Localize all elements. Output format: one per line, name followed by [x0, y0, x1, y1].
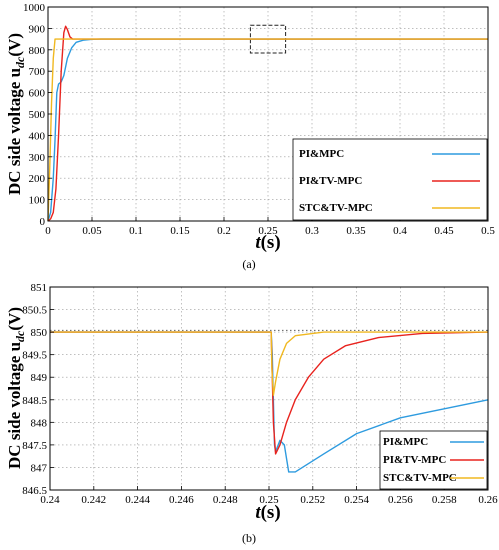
x-tick-label-a: 0.35 — [346, 225, 366, 237]
y-tick-label-a: 500 — [29, 109, 46, 121]
y-ticks-b: 846.5 847 847.5 848 848.5 849 849.5 850 850.5 851 — [22, 282, 54, 497]
x-tick-label-b: 0.254 — [344, 494, 369, 506]
y-tick-label-a: 400 — [29, 130, 46, 142]
y-axis-label-b-main: DC side voltage u — [5, 342, 24, 469]
y-tick-label-b: 847 — [31, 462, 48, 474]
y-axis-label-a-unit: (V) — [5, 33, 24, 57]
x-tick-label-a: 0.4 — [393, 225, 407, 237]
panel-b: 0.24 0.242 0.244 0.246 0.248 0.25 0.252 0.254 0.… — [5, 282, 498, 545]
x-tick-label-b: 0.248 — [213, 494, 238, 506]
x-axis-label-a: t(s) — [255, 232, 280, 253]
y-axis-label-b: DC side voltage udc(V) — [5, 307, 27, 469]
x-tick-label-b: 0.26 — [478, 494, 498, 506]
x-tick-label-b: 0.242 — [81, 494, 106, 506]
x-tick-label-b: 0.24 — [40, 494, 60, 506]
legend-label-a-2: STC&TV-MPC — [299, 202, 373, 214]
x-tick-label-b: 0.252 — [300, 494, 325, 506]
y-tick-label-a: 300 — [29, 152, 46, 164]
legend-label-b-0: PI&MPC — [383, 436, 428, 448]
x-tick-label-b: 0.256 — [388, 494, 413, 506]
x-tick-label-a: 0.15 — [170, 225, 190, 237]
y-axis-label-a-sub: dc — [13, 56, 27, 68]
y-tick-label-b: 849.5 — [22, 350, 47, 362]
series-line-a-2 — [47, 38, 488, 222]
x-tick-label-a: 0.5 — [481, 225, 495, 237]
legend-label-a-1: PI&TV-MPC — [299, 175, 362, 187]
y-tick-label-a: 0 — [40, 216, 46, 228]
x-tick-label-b: 0.244 — [125, 494, 150, 506]
x-tick-label-a: 0.05 — [82, 225, 102, 237]
x-tick-label-a: 0.3 — [305, 225, 319, 237]
y-tick-label-a: 700 — [29, 66, 46, 78]
y-tick-label-b: 850.5 — [22, 305, 47, 317]
x-tick-label-b: 0.25 — [259, 494, 279, 506]
panel-a: 0 0.05 0.1 0.15 0.2 0.25 0.3 0.35 0.4 0.45 0.5 0 10… — [5, 2, 495, 271]
x-tick-label-b: 0.246 — [169, 494, 194, 506]
x-axis-label-a-var: t — [255, 232, 261, 253]
series-lines-b — [50, 331, 489, 473]
x-axis-label-a-unit: (s) — [261, 232, 281, 253]
y-ticks-a: 0 100 200 300 400 500 600 700 800 900 1000 — [23, 2, 52, 228]
series-lines-a — [47, 25, 488, 222]
legend-label-a-0: PI&MPC — [299, 148, 344, 160]
caption-b: (b) — [242, 531, 256, 545]
y-tick-label-b: 850 — [31, 327, 48, 339]
y-tick-label-b: 851 — [31, 282, 48, 294]
x-tick-label-a: 0.25 — [258, 225, 278, 237]
y-tick-label-a: 1000 — [23, 2, 46, 14]
y-axis-label-a: DC side voltage udc(V) — [5, 33, 27, 195]
y-tick-label-b: 848 — [31, 417, 48, 429]
y-tick-label-a: 200 — [29, 173, 46, 185]
legend-label-b-2: STC&TV-MPC — [383, 472, 457, 484]
y-tick-label-a: 900 — [29, 23, 46, 35]
x-tick-label-a: 0.2 — [217, 225, 231, 237]
legend-box-a — [292, 138, 488, 221]
y-axis-label-a-main: DC side voltage u — [5, 68, 24, 195]
y-tick-label-b: 848.5 — [22, 395, 47, 407]
y-tick-label-a: 100 — [29, 195, 46, 207]
y-tick-label-b: 849 — [31, 372, 48, 384]
y-tick-label-b: 847.5 — [22, 440, 47, 452]
x-axis-label-b-unit: (s) — [261, 502, 281, 523]
legend-a: PI&MPC PI&TV-MPC STC&TV-MPC — [292, 138, 488, 221]
grid-a — [48, 7, 488, 221]
x-tick-label-b: 0.258 — [432, 494, 457, 506]
y-tick-label-b: 846.5 — [22, 485, 47, 497]
x-tick-label-a: 0.1 — [129, 225, 143, 237]
series-line-b-2 — [50, 331, 488, 396]
series-line-a-1 — [47, 25, 488, 222]
y-axis-label-b-unit: (V) — [5, 307, 24, 331]
y-tick-label-a: 800 — [29, 45, 46, 57]
caption-a: (a) — [242, 257, 255, 271]
x-axis-label-b: t(s) — [255, 502, 280, 523]
legend-b: PI&MPC PI&TV-MPC STC&TV-MPC — [379, 430, 488, 490]
x-tick-label-a: 0.45 — [434, 225, 454, 237]
x-axis-label-b-var: t — [255, 502, 261, 523]
x-tick-label-a: 0 — [45, 225, 51, 237]
y-tick-label-a: 600 — [29, 88, 46, 100]
legend-label-b-1: PI&TV-MPC — [383, 454, 446, 466]
y-axis-label-b-sub: dc — [13, 330, 27, 342]
x-ticks-a: 0 0.05 0.1 0.15 0.2 0.25 0.3 0.35 0.4 0.45 0.5 — [45, 217, 495, 237]
